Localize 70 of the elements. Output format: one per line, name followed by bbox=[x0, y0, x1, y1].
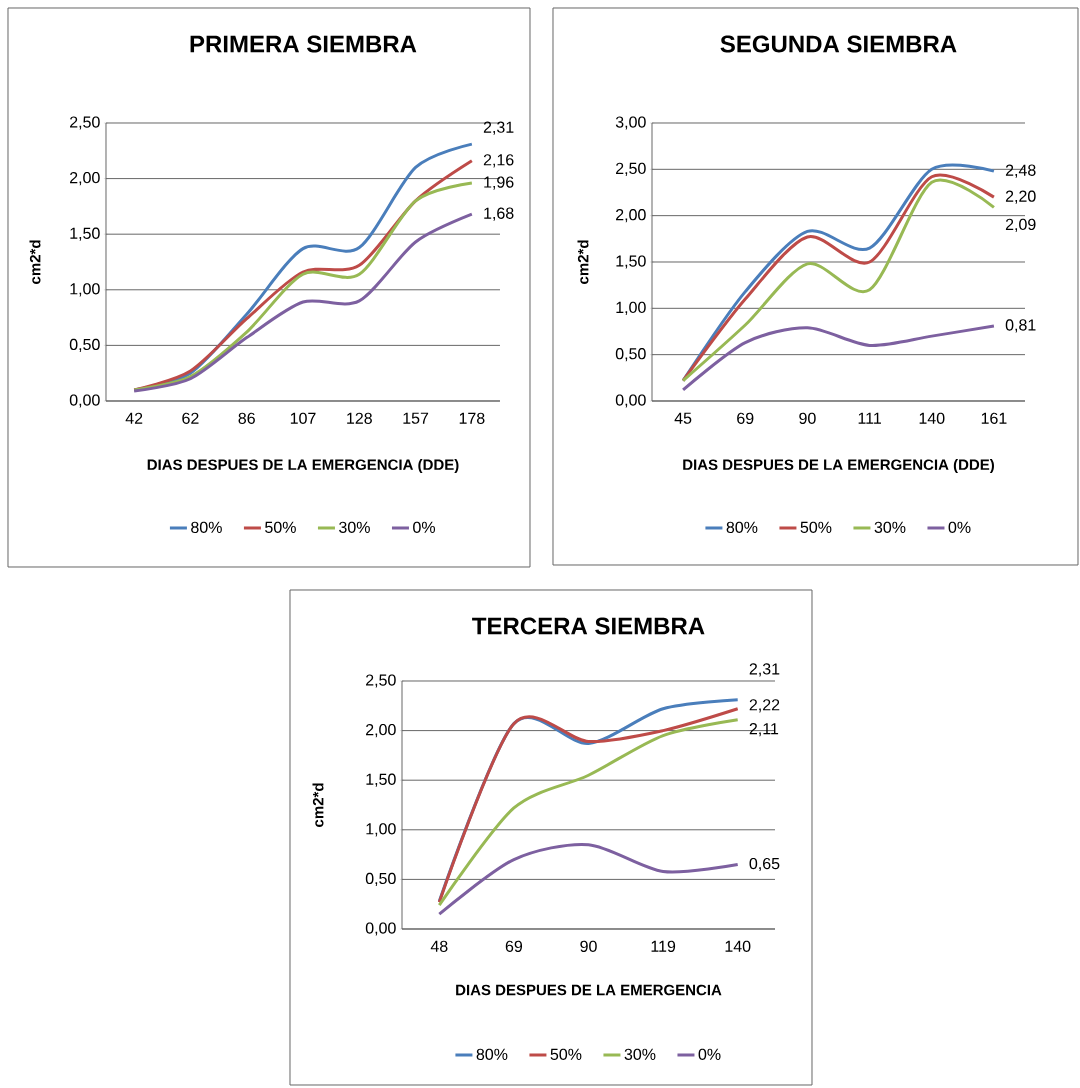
chart-title: SEGUNDA SIEMBRA bbox=[720, 35, 957, 53]
y-tick-label: 1,00 bbox=[366, 823, 396, 837]
data-label: 0,81 bbox=[1005, 319, 1036, 333]
y-tick-label: 1,50 bbox=[366, 773, 396, 787]
legend-label: 50% bbox=[550, 1048, 582, 1060]
y-tick-label: 2,00 bbox=[366, 723, 396, 738]
y-axis-title: cm2*d bbox=[29, 240, 41, 284]
x-tick-label: 90 bbox=[580, 940, 597, 952]
data-label: 2,20 bbox=[1005, 190, 1036, 204]
legend-label: 50% bbox=[265, 521, 296, 533]
y-tick-label: 2,50 bbox=[70, 116, 100, 130]
y-tick-label: 0,00 bbox=[69, 394, 100, 408]
x-tick-label: 69 bbox=[505, 940, 523, 952]
legend-label: 30% bbox=[874, 521, 906, 533]
data-label: 2,48 bbox=[1005, 164, 1036, 178]
x-axis-title: DIAS DESPUES DE LA EMERGENCIA (DDE) bbox=[147, 458, 459, 473]
y-tick-label: 0,50 bbox=[365, 872, 396, 886]
x-tick-label: 140 bbox=[919, 412, 945, 424]
data-label: 2,22 bbox=[749, 699, 780, 713]
legend-label: 50% bbox=[800, 521, 832, 533]
x-tick-label: 157 bbox=[403, 412, 429, 424]
legend-label: 30% bbox=[624, 1048, 656, 1060]
data-label: 1,68 bbox=[484, 207, 514, 221]
x-tick-label: 178 bbox=[459, 412, 485, 424]
y-tick-label: 3,00 bbox=[615, 116, 646, 130]
data-label: 2,31 bbox=[483, 121, 514, 135]
x-tick-label: 107 bbox=[290, 412, 316, 424]
legend-label: 0% bbox=[413, 521, 436, 533]
data-label: 2,31 bbox=[749, 663, 780, 677]
legend-label: 80% bbox=[476, 1048, 508, 1060]
x-tick-label: 140 bbox=[725, 940, 751, 952]
legend-label: 80% bbox=[726, 521, 758, 533]
chart-title: PRIMERA SIEMBRA bbox=[190, 35, 417, 53]
y-tick-label: 1,00 bbox=[70, 283, 100, 297]
y-tick-label: 0,50 bbox=[615, 348, 646, 362]
chart-title: TERCERA SIEMBRA bbox=[472, 617, 705, 635]
x-tick-label: 119 bbox=[651, 940, 676, 952]
x-tick-label: 62 bbox=[182, 412, 199, 424]
x-tick-label: 128 bbox=[347, 412, 372, 424]
y-tick-label: 2,50 bbox=[616, 162, 646, 176]
x-axis-title: DIAS DESPUES DE LA EMERGENCIA (DDE) bbox=[683, 458, 994, 473]
y-tick-label: 0,00 bbox=[365, 922, 396, 936]
y-axis-title: cm2*d bbox=[312, 783, 324, 827]
y-tick-label: 2,00 bbox=[616, 209, 646, 223]
data-label: 2,09 bbox=[1005, 218, 1036, 232]
legend-label: 80% bbox=[191, 521, 222, 533]
x-tick-label: 86 bbox=[238, 412, 255, 424]
x-tick-label: 42 bbox=[125, 412, 143, 424]
y-tick-label: 0,00 bbox=[615, 394, 646, 408]
x-tick-label: 161 bbox=[981, 412, 1007, 424]
y-tick-label: 2,00 bbox=[70, 171, 100, 186]
x-tick-label: 48 bbox=[430, 940, 448, 952]
y-tick-label: 0,50 bbox=[69, 338, 100, 352]
data-label: 1,96 bbox=[484, 176, 514, 190]
x-tick-label: 90 bbox=[799, 412, 816, 424]
data-label: 2,11 bbox=[749, 723, 779, 737]
data-label: 2,16 bbox=[483, 154, 514, 168]
data-label: 0,65 bbox=[749, 857, 780, 872]
y-tick-label: 2,50 bbox=[366, 674, 396, 688]
legend-label: 0% bbox=[948, 521, 971, 533]
x-tick-label: 69 bbox=[737, 412, 754, 424]
legend-label: 0% bbox=[698, 1048, 721, 1060]
x-tick-label: 111 bbox=[858, 412, 881, 424]
x-axis-title: DIAS DESPUES DE LA EMERGENCIA bbox=[456, 984, 722, 996]
y-tick-label: 1,50 bbox=[616, 255, 646, 269]
legend-label: 30% bbox=[339, 521, 370, 533]
y-axis-title: cm2*d bbox=[577, 240, 589, 284]
y-tick-label: 1,50 bbox=[70, 227, 100, 241]
x-tick-label: 45 bbox=[674, 412, 692, 424]
y-tick-label: 1,00 bbox=[616, 301, 646, 315]
